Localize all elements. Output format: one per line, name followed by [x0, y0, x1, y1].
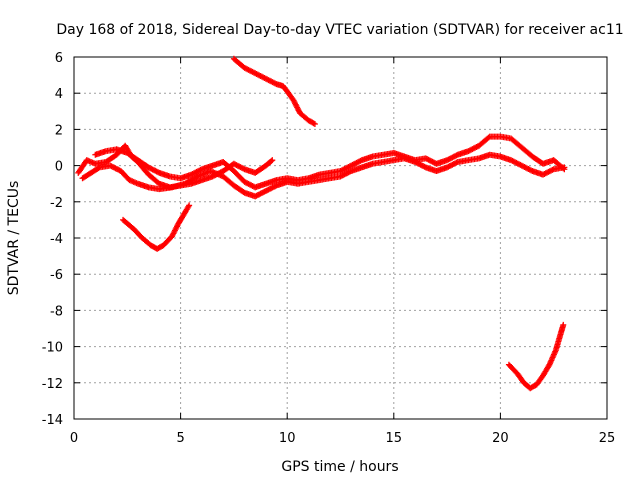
- data-point: [154, 169, 161, 176]
- x-tick-label: 5: [176, 431, 184, 446]
- data-point: [240, 165, 247, 172]
- data-series: [75, 55, 568, 392]
- y-tick-label: -14: [42, 413, 63, 428]
- x-tick-label: 25: [599, 431, 616, 446]
- data-point: [561, 166, 568, 173]
- y-tick-label: -8: [50, 304, 63, 319]
- chart-title: Day 168 of 2018, Sidereal Day-to-day VTE…: [56, 22, 623, 38]
- axis-ticks: 0 5 10 15 20 25 -14 -12 -10 -8 -6 -4 -2 0 2 4 6: [42, 51, 616, 446]
- y-tick-label: 4: [55, 87, 63, 102]
- data-point: [186, 202, 193, 209]
- data-point: [193, 174, 200, 181]
- x-tick-label: 20: [492, 431, 509, 446]
- data-point: [310, 120, 317, 127]
- x-tick-label: 0: [70, 431, 78, 446]
- data-point: [311, 120, 318, 127]
- grid-lines: [74, 57, 607, 419]
- data-point: [453, 159, 460, 166]
- data-point: [268, 158, 275, 165]
- series-arc-main-b: [79, 151, 568, 200]
- y-tick-label: -10: [42, 341, 63, 356]
- data-point: [269, 157, 276, 164]
- data-point: [95, 165, 102, 172]
- data-point: [528, 167, 535, 174]
- data-point: [549, 166, 556, 173]
- data-point: [485, 134, 492, 141]
- y-tick-label: -6: [50, 268, 63, 283]
- y-tick-label: 0: [55, 160, 63, 175]
- y-tick-label: -12: [42, 377, 63, 392]
- y-tick-label: -2: [50, 196, 63, 211]
- series-arc-dip-left: [120, 202, 193, 252]
- x-tick-label: 15: [386, 431, 403, 446]
- series-arc-main-c: [92, 133, 568, 191]
- data-point: [346, 168, 353, 175]
- data-point: [421, 163, 428, 170]
- data-point: [560, 321, 567, 328]
- data-point: [453, 152, 460, 159]
- series-arc-dip-right: [505, 321, 567, 392]
- y-tick-label: 2: [55, 123, 63, 138]
- x-axis-label: GPS time / hours: [281, 459, 398, 475]
- y-tick-label: -4: [50, 232, 63, 247]
- data-point: [272, 183, 279, 190]
- data-point: [560, 165, 567, 172]
- y-tick-label: 6: [55, 51, 63, 66]
- series-arc-upper: [230, 55, 318, 127]
- x-tick-label: 10: [279, 431, 296, 446]
- y-axis-label: SDTVAR / TECUs: [6, 181, 22, 296]
- data-point: [197, 166, 204, 173]
- data-point: [357, 157, 364, 164]
